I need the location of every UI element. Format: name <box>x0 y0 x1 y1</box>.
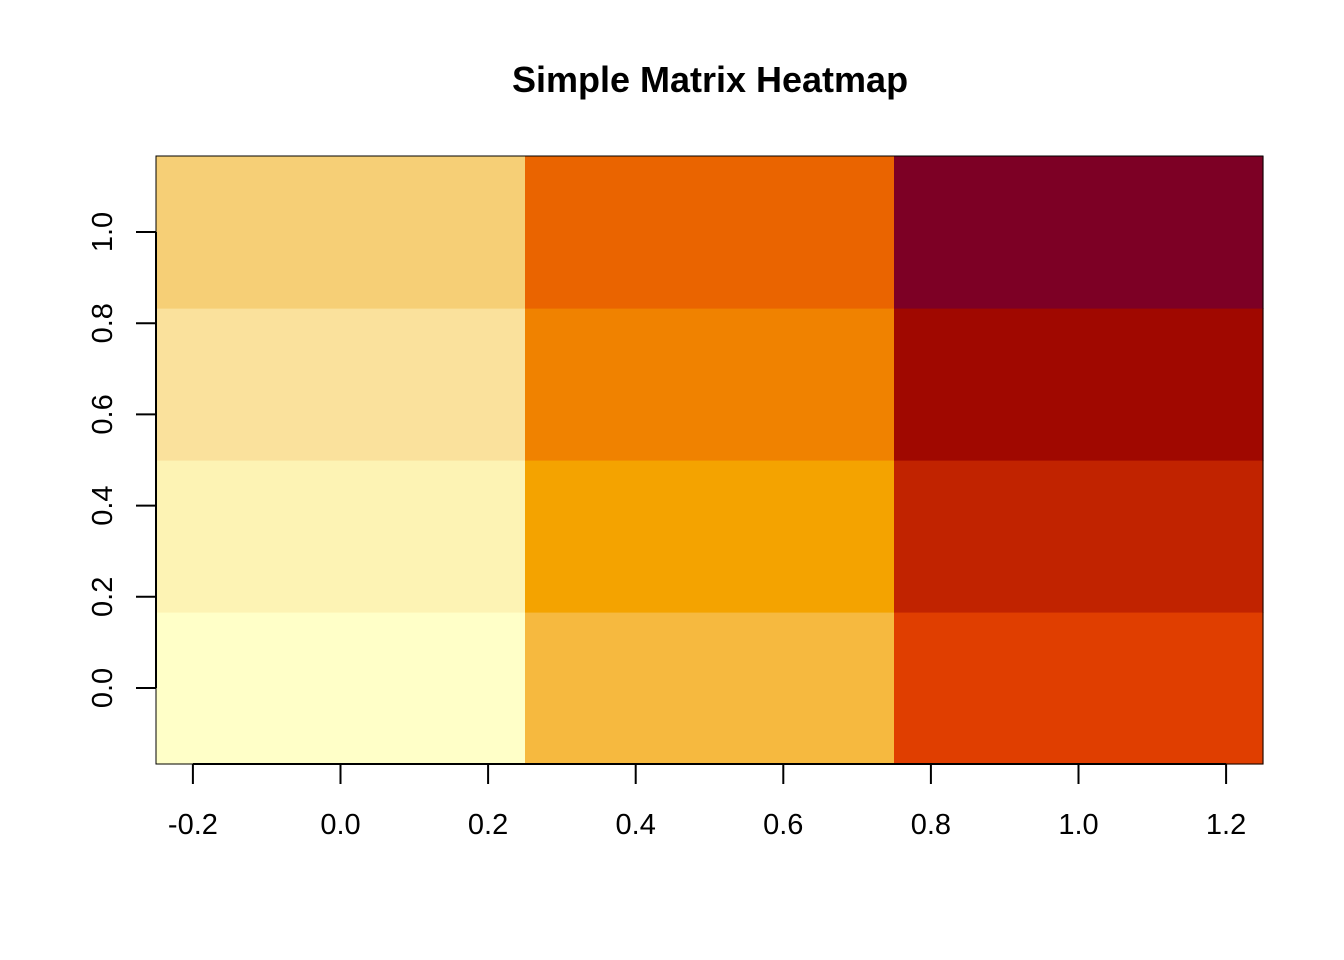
y-tick-label: 0.6 <box>87 394 119 434</box>
x-tick-label: -0.2 <box>168 809 218 841</box>
y-tick-label: 0.4 <box>87 485 119 525</box>
heatmap-cell <box>525 308 895 461</box>
heatmap-cell <box>525 156 895 309</box>
heatmap-cell <box>894 308 1264 461</box>
x-tick-label: 1.2 <box>1206 809 1246 841</box>
heatmap-cell <box>156 156 526 309</box>
x-tick-label: 0.0 <box>320 809 360 841</box>
heatmap-cell <box>894 612 1264 765</box>
heatmap-cell <box>156 308 526 461</box>
y-tick-label: 0.8 <box>87 303 119 343</box>
x-tick-label: 1.0 <box>1058 809 1098 841</box>
chart-title: Simple Matrix Heatmap <box>512 59 908 100</box>
x-tick-label: 0.4 <box>616 809 656 841</box>
heatmap-cell <box>525 612 895 765</box>
heatmap-cells <box>156 156 1264 765</box>
y-tick-label: 0.2 <box>87 577 119 617</box>
y-tick-label: 1.0 <box>87 212 119 252</box>
x-tick-label: 0.2 <box>468 809 508 841</box>
x-tick-label: 0.6 <box>763 809 803 841</box>
y-tick-label: 0.0 <box>87 668 119 708</box>
x-axis: -0.2 0.0 0.2 0.4 0.6 0.8 1.0 1.2 <box>168 763 1246 841</box>
heatmap-cell <box>156 612 526 765</box>
x-tick-label: 0.8 <box>911 809 951 841</box>
heatmap-cell <box>525 460 895 613</box>
y-axis: 0.0 0.2 0.4 0.6 0.8 1.0 <box>87 212 157 708</box>
heatmap-cell <box>894 460 1264 613</box>
heatmap-cell <box>156 460 526 613</box>
heatmap-cell <box>894 156 1264 309</box>
